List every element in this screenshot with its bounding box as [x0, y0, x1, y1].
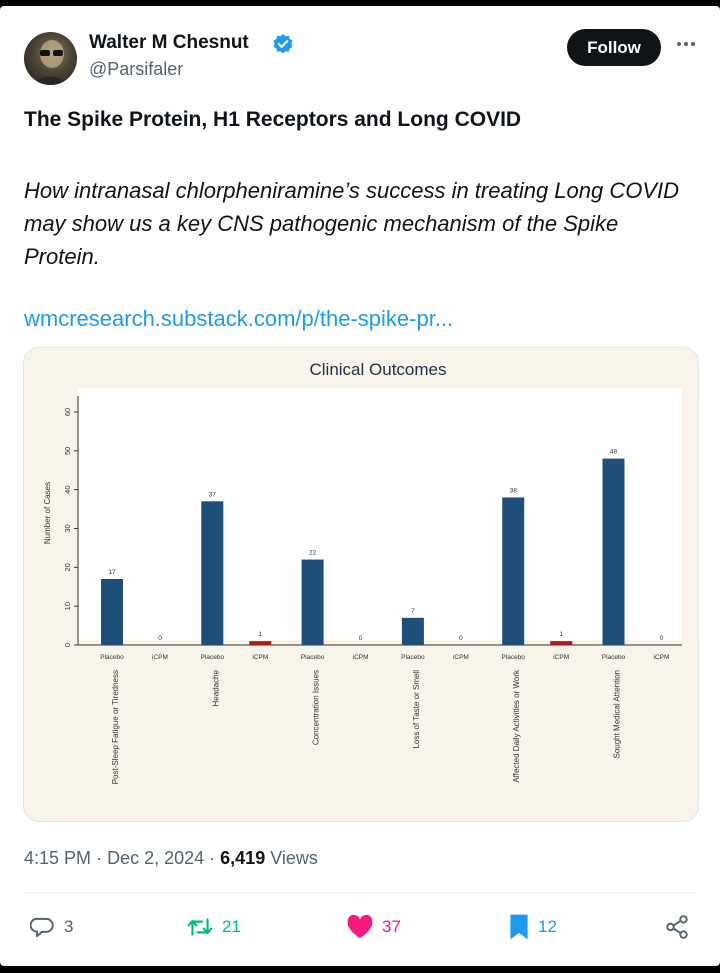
plot-area — [78, 388, 682, 640]
category-label: Affected Daily Activities or Work — [512, 669, 521, 783]
bar-icpm — [550, 641, 573, 645]
bar-icpm — [249, 641, 272, 645]
meta-separator: · — [209, 848, 221, 868]
y-tick-label: 30 — [63, 524, 72, 532]
data-label: 48 — [610, 449, 618, 456]
category-label: Headache — [211, 669, 220, 706]
series-tick-label: iCPM — [353, 654, 369, 661]
category-label: Post-Sleep Fatigue or Tiredness — [111, 670, 120, 784]
data-label: 37 — [209, 491, 217, 498]
author-handle[interactable]: @Parsifaler — [89, 59, 184, 79]
series-tick-label: iCPM — [152, 654, 168, 661]
series-tick-label: Placebo — [100, 654, 124, 661]
category-label: Sought Medical Attention — [613, 670, 622, 759]
series-tick-label: Placebo — [401, 654, 425, 661]
post-date[interactable]: Dec 2, 2024 — [107, 848, 205, 868]
y-tick-label: 20 — [63, 563, 72, 571]
series-tick-label: Placebo — [602, 654, 626, 661]
series-tick-label: Placebo — [501, 654, 525, 661]
bar-placebo — [201, 501, 224, 645]
repost-count: 21 — [222, 917, 241, 936]
data-label: 0 — [359, 635, 363, 642]
y-tick-label: 40 — [63, 485, 72, 493]
chart-title: Clinical Outcomes — [310, 360, 447, 379]
category-label: Loss of Taste or Smell — [412, 670, 421, 749]
bookmark-button[interactable]: 12 — [508, 912, 557, 942]
bookmark-count: 12 — [538, 917, 557, 936]
data-label: 0 — [459, 635, 463, 642]
repost-icon — [187, 918, 213, 936]
series-tick-label: Placebo — [301, 654, 325, 661]
data-label: 17 — [108, 569, 116, 576]
like-icon — [347, 914, 373, 939]
reply-button[interactable]: 3 — [30, 912, 73, 942]
data-label: 7 — [411, 608, 415, 615]
divider — [24, 892, 696, 893]
tweet-card: Walter M Chesnut @Parsifaler Follow The … — [0, 6, 720, 966]
series-tick-label: iCPM — [553, 654, 569, 661]
category-label: Concentration Issues — [312, 670, 321, 745]
like-button[interactable]: 37 — [346, 912, 401, 942]
series-tick-label: iCPM — [654, 654, 670, 661]
y-axis-label: Number of Cases — [43, 482, 52, 544]
bar-placebo — [301, 559, 324, 645]
more-icon[interactable] — [674, 32, 698, 56]
bar-placebo — [401, 617, 424, 645]
views-count: 6,419 — [220, 848, 266, 868]
share-button[interactable] — [664, 912, 690, 942]
data-label: 1 — [559, 631, 563, 638]
share-icon — [666, 915, 688, 939]
data-label: 1 — [258, 631, 262, 638]
y-tick-label: 10 — [63, 602, 72, 610]
post-time[interactable]: 4:15 PM — [24, 848, 92, 868]
y-tick-label: 60 — [63, 408, 72, 416]
post-meta: 4:15 PM · Dec 2, 2024 · 6,419 Views — [24, 848, 318, 869]
bookmark-icon — [510, 914, 528, 940]
post-link[interactable]: wmcresearch.substack.com/p/the-spike-pr.… — [24, 306, 454, 331]
series-tick-label: iCPM — [252, 654, 268, 661]
data-label: 0 — [158, 635, 162, 642]
bar-placebo — [602, 458, 625, 645]
repost-button[interactable]: 21 — [186, 912, 241, 942]
like-count: 37 — [382, 917, 401, 936]
data-label: 22 — [309, 550, 317, 557]
y-tick-label: 50 — [63, 447, 72, 455]
bar-placebo — [101, 578, 123, 645]
post-description: How intranasal chlorpheniramine’s succes… — [24, 178, 680, 269]
chart-image[interactable]: Clinical Outcomes Number of Cases 0 10 20 3… — [23, 347, 699, 822]
y-tick-label: 0 — [63, 643, 72, 647]
reply-icon — [30, 917, 54, 938]
views-label: Views — [270, 848, 318, 868]
clinical-outcomes-chart: Clinical Outcomes Number of Cases 010203… — [43, 360, 682, 784]
avatar[interactable] — [24, 32, 77, 85]
data-label: 38 — [510, 487, 518, 494]
follow-button[interactable]: Follow — [567, 29, 661, 66]
author-name[interactable]: Walter M Chesnut — [89, 32, 249, 53]
bar-placebo — [502, 497, 525, 645]
data-label: 0 — [660, 635, 664, 642]
series-tick-label: Placebo — [201, 654, 225, 661]
meta-separator: · — [96, 848, 108, 868]
reply-count: 3 — [64, 917, 74, 936]
series-tick-label: iCPM — [453, 654, 469, 661]
post-title: The Spike Protein, H1 Receptors and Long… — [24, 108, 522, 131]
verified-badge-icon — [272, 33, 294, 60]
